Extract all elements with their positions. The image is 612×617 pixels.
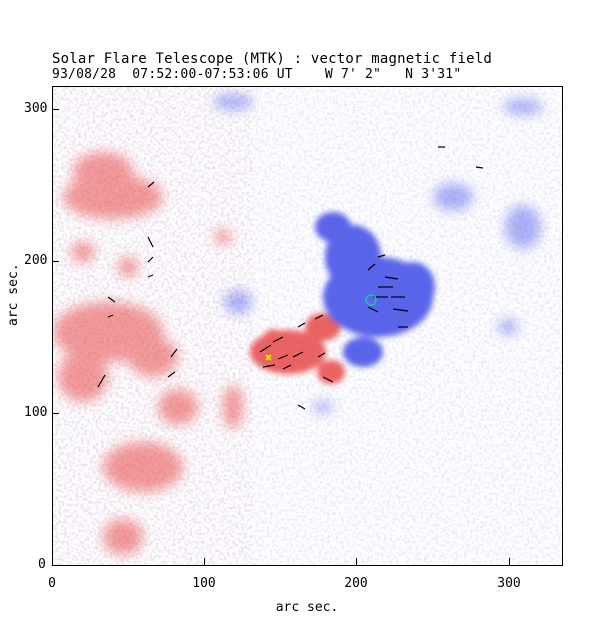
x-axis-label: arc sec.	[275, 600, 339, 615]
y-tick-label-0: 0	[38, 557, 46, 572]
markers	[265, 294, 377, 361]
x-tick-label-300: 300	[497, 576, 521, 591]
positive-polarity-regions	[53, 152, 345, 555]
magnetogram-image	[53, 87, 562, 565]
figure-subtitle: 93/08/28 07:52:00-07:53:06 UT W 7' 2" N …	[52, 67, 462, 82]
y-tick-label-100: 100	[24, 405, 48, 420]
x-tick-label-200: 200	[344, 576, 368, 591]
x-tick-label-100: 100	[192, 576, 216, 591]
y-tick-label-300: 300	[24, 101, 48, 116]
x-tick-label-0: 0	[48, 576, 56, 591]
transverse-field-vectors	[97, 146, 484, 410]
figure-title: Solar Flare Telescope (MTK) : vector mag…	[52, 51, 493, 67]
y-tick-label-200: 200	[24, 253, 48, 268]
magnetogram-plot	[52, 86, 563, 566]
y-axis-label: arc sec.	[6, 263, 21, 326]
marker-circle	[365, 294, 377, 306]
